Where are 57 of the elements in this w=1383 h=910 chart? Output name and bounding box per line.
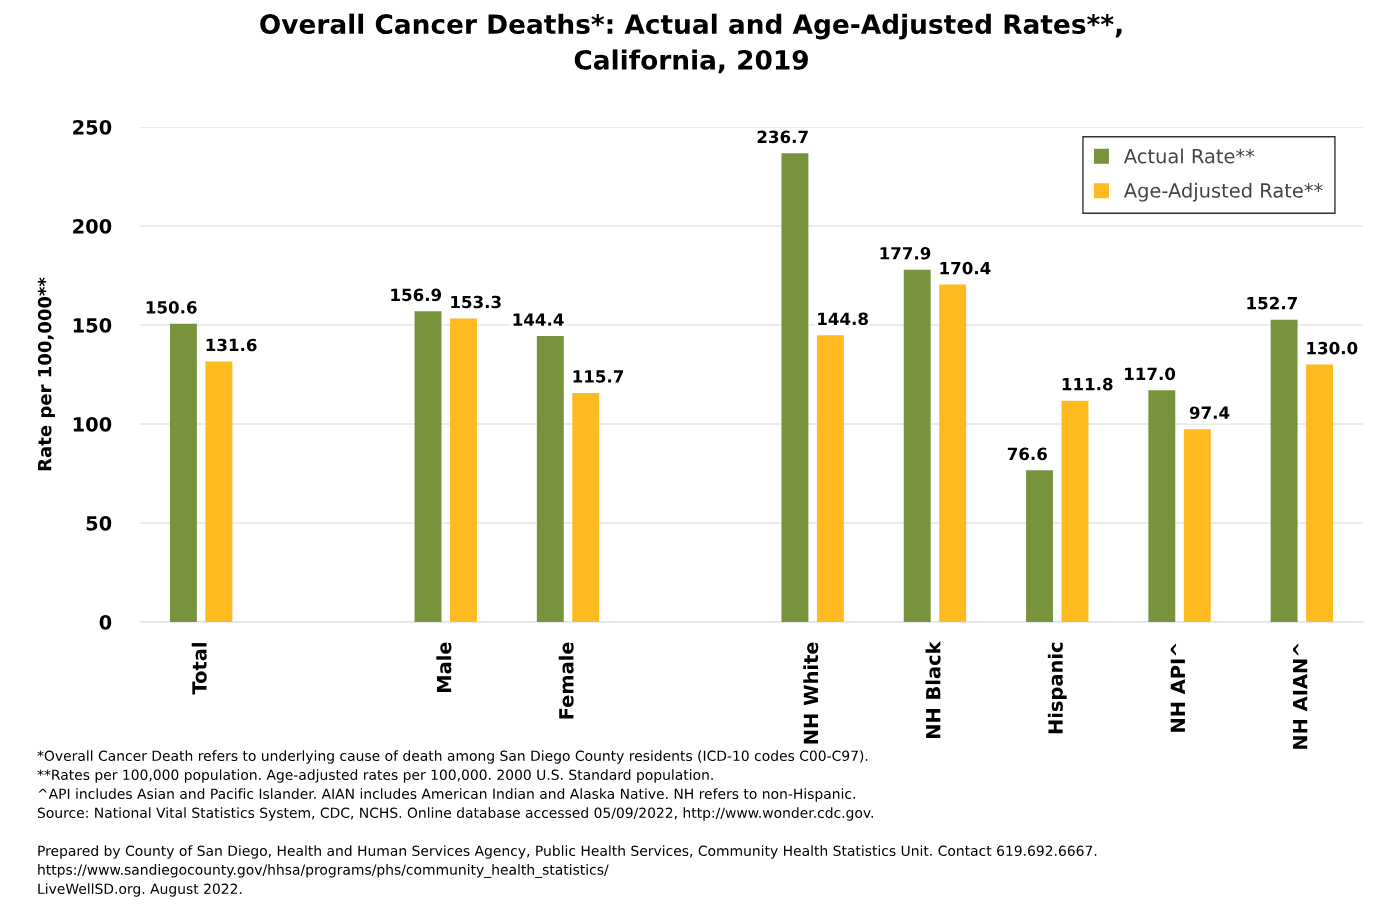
data-label: 170.4 xyxy=(940,261,991,275)
bar xyxy=(414,311,442,622)
data-label: 177.9 xyxy=(880,246,931,260)
x-tick-label: Female xyxy=(558,642,574,719)
bar xyxy=(205,361,233,622)
bar xyxy=(1306,364,1334,622)
x-tick-label: NH Black xyxy=(925,641,941,739)
y-tick-label: 250 xyxy=(73,119,112,135)
bar xyxy=(450,318,477,622)
y-tick-label: 100 xyxy=(73,416,112,432)
bar xyxy=(1270,319,1298,622)
bar xyxy=(816,335,844,622)
data-label: 76.6 xyxy=(1007,447,1047,461)
x-tick-label: Male xyxy=(436,642,452,692)
legend-label: Age-Adjusted Rate** xyxy=(1123,182,1323,202)
bar xyxy=(572,392,600,622)
bar xyxy=(1026,470,1053,622)
y-axis-title: Rate per 100,000** xyxy=(37,277,55,471)
data-label: 97.4 xyxy=(1189,406,1230,419)
x-tick-label: Hispanic xyxy=(1047,642,1067,734)
data-label: 111.8 xyxy=(1062,377,1113,391)
x-tick-label: NH AIAN^ xyxy=(1293,643,1308,749)
source-note: Source: National Vital Statistics System, CDC, NCHS. Online database accessed 05/09/2022, http://www.wonder.cdc.gov. xyxy=(37,807,873,821)
y-tick-label: 200 xyxy=(73,218,112,234)
y-tick-label: 50 xyxy=(86,515,112,531)
x-tick-label: NH API^ xyxy=(1170,643,1185,732)
bar xyxy=(1148,390,1176,622)
data-label: 117.0 xyxy=(1125,367,1176,381)
text: LiveWellSD.org. August 2022. xyxy=(38,883,242,897)
y-tick-label: 0 xyxy=(99,614,112,630)
data-label: 131.6 xyxy=(206,338,257,352)
data-label: 144.8 xyxy=(818,312,868,326)
bar xyxy=(536,336,564,622)
text: https://www.sandiegocounty.gov/hhsa/programs/phs/community_health_statistics/ xyxy=(38,864,609,878)
data-label: 130.0 xyxy=(1307,341,1358,355)
text: Prepared by County of San Diego, Health and Human Services Agency, Public Health Services, Community Health Statistics Unit. Contact 619.692.6667. xyxy=(38,845,1097,859)
text: ^API includes Asian and Pacific Islander. AIAN includes American Indian and Alaska Native. NH refers to non-Hispanic. xyxy=(38,788,855,802)
bar xyxy=(903,269,931,622)
text: **Rates per 100,000 population. Age-adjusted rates per 100,000. 2000 U.S. Standard population. xyxy=(37,769,713,783)
bar xyxy=(1183,429,1211,622)
data-label: 236.7 xyxy=(757,130,808,144)
data-label: 150.6 xyxy=(146,301,197,314)
bar xyxy=(781,153,809,622)
chart-title: Overall Cancer Deaths*: Actual and Age-Adjusted Rates**, California, 2019 xyxy=(260,13,1122,74)
data-label: 144.4 xyxy=(513,313,564,326)
bar xyxy=(1061,400,1089,622)
y-tick-label: 150 xyxy=(73,317,112,333)
bar xyxy=(939,284,967,622)
x-tick-label: Total xyxy=(191,643,207,695)
data-label: 153.3 xyxy=(451,295,501,309)
bar xyxy=(169,323,197,622)
data-label: 115.7 xyxy=(573,370,624,383)
data-label: 152.7 xyxy=(1247,296,1297,310)
text: *Overall Cancer Death refers to underlying cause of death among San Diego County residents (ICD-10 codes C00-C97). xyxy=(37,750,868,764)
data-label: 156.9 xyxy=(391,288,442,302)
x-tick-label: NH White xyxy=(803,642,819,744)
legend-label: Actual Rate** xyxy=(1123,148,1255,164)
